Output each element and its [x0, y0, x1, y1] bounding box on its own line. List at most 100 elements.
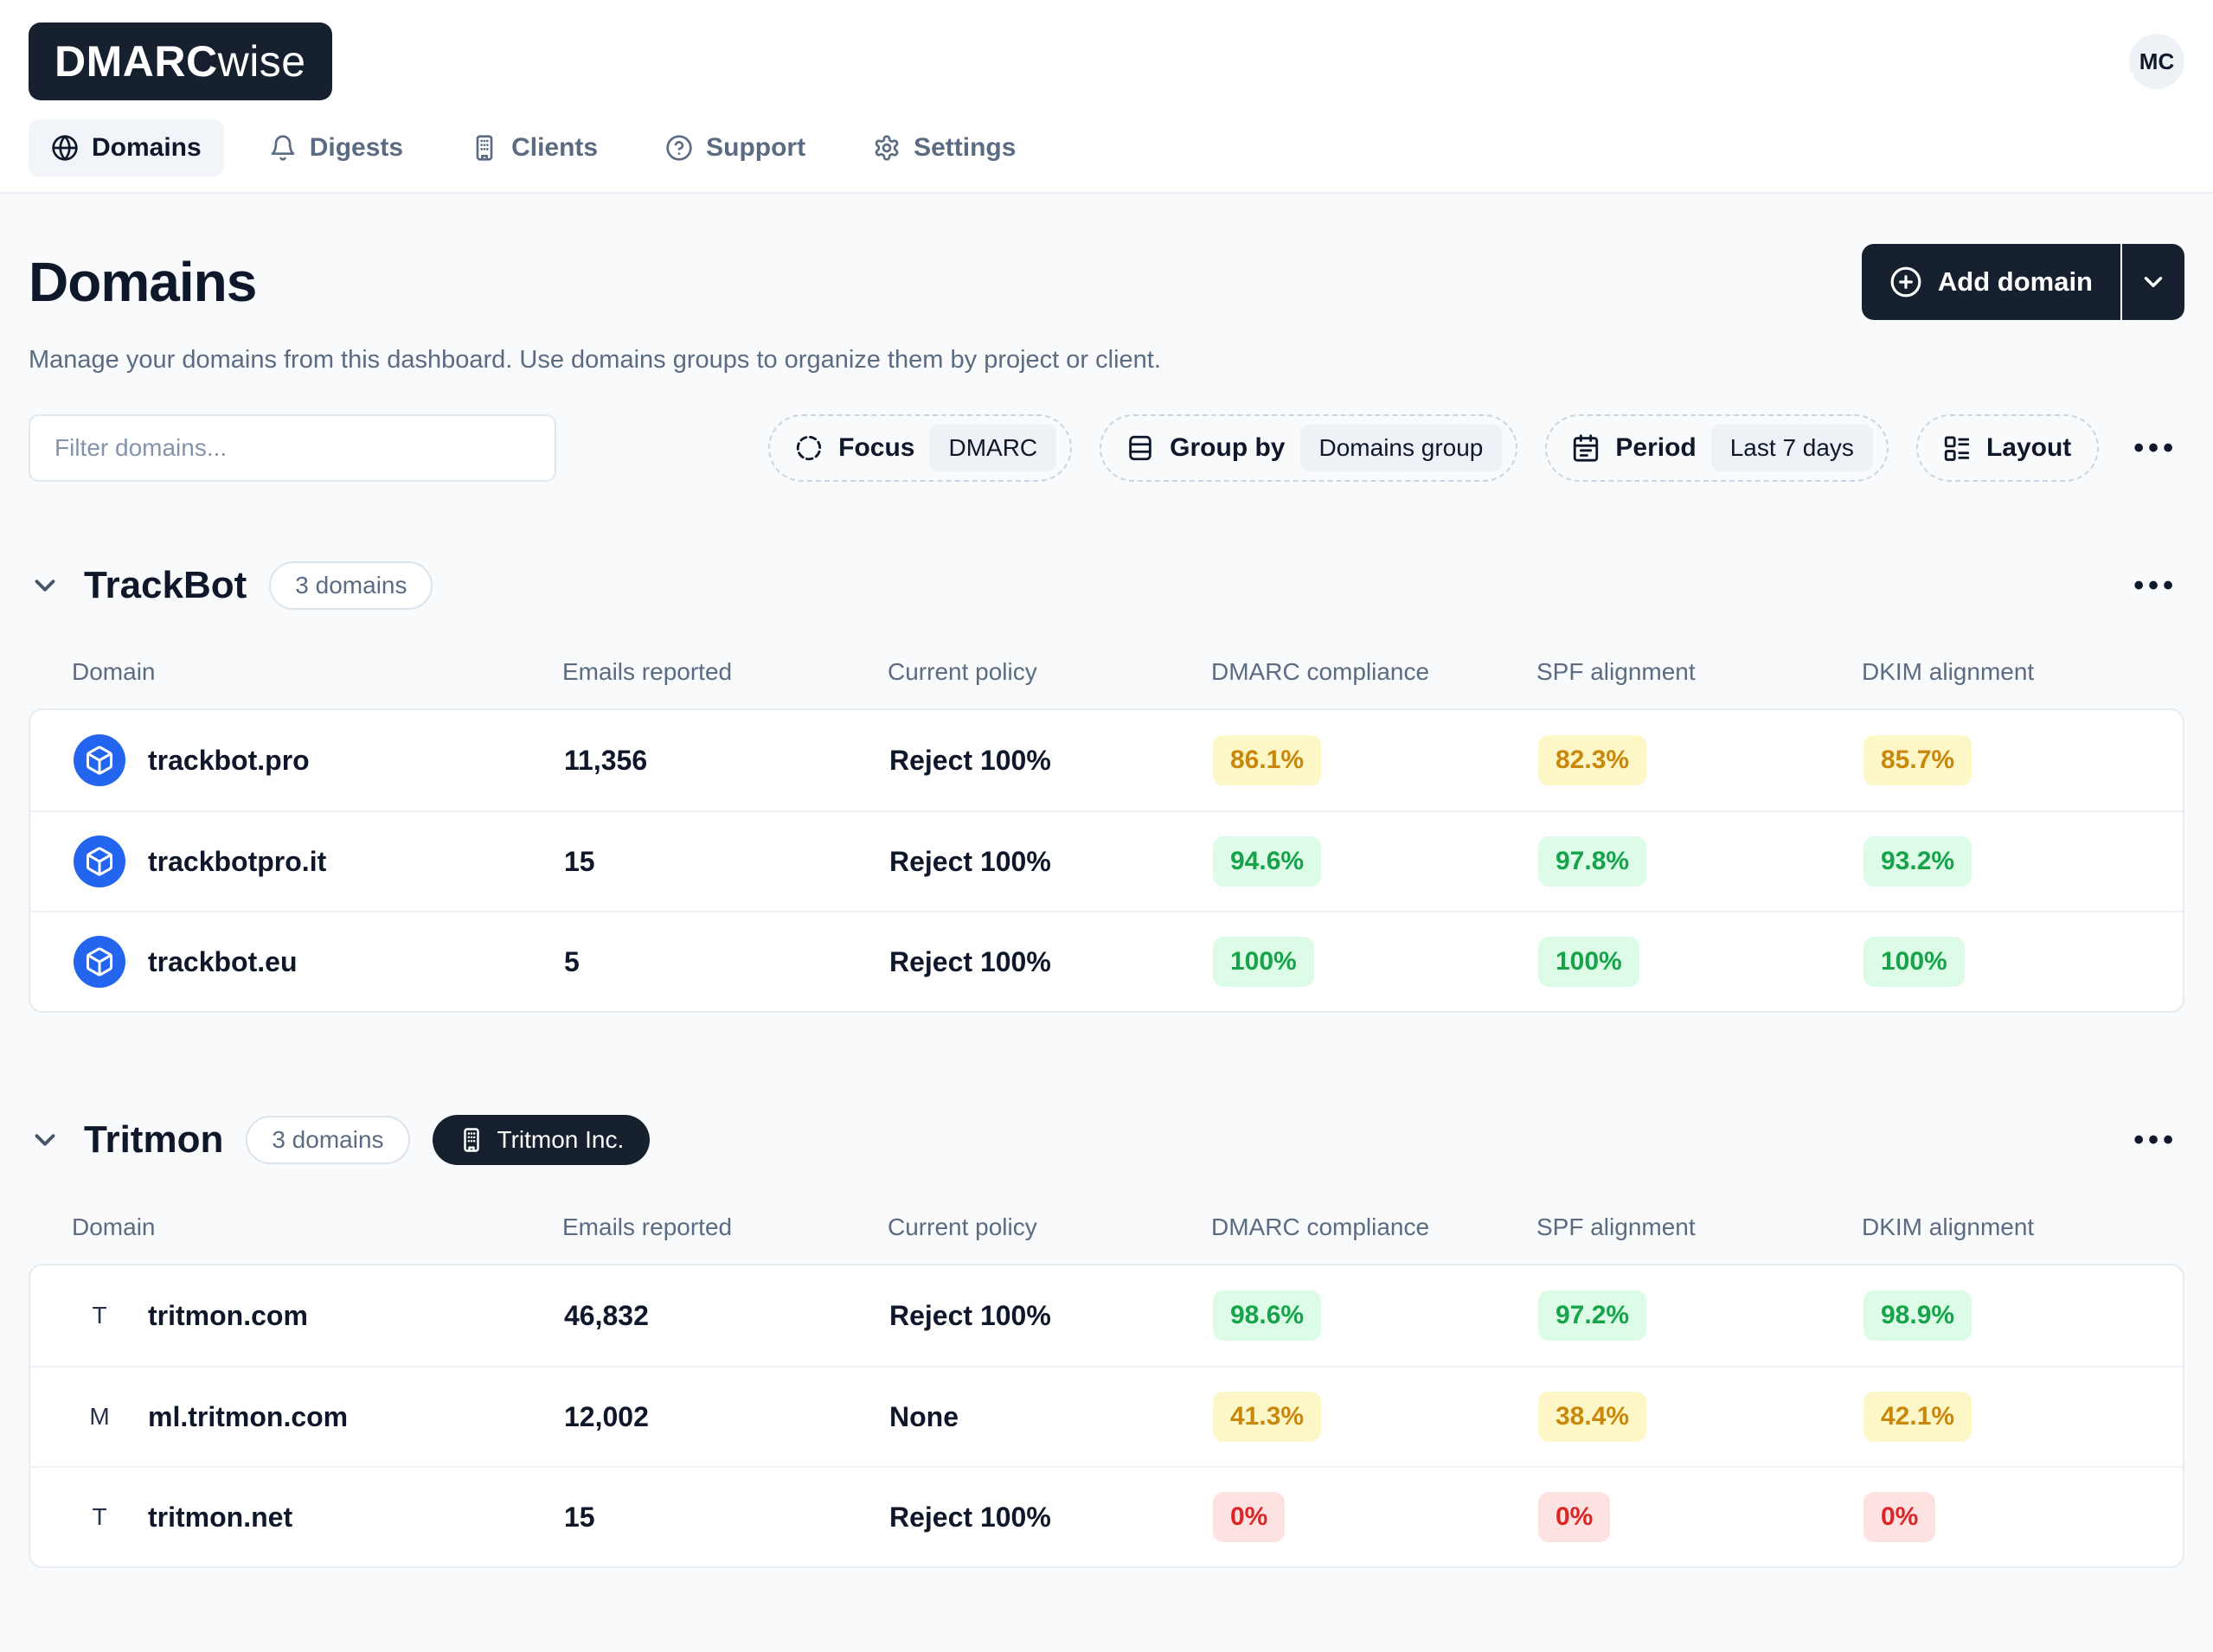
control-label: Layout: [1985, 433, 2072, 462]
emails-reported: 15: [564, 845, 595, 877]
bell-icon: [271, 135, 295, 161]
spf-alignment-badge: 97.2%: [1538, 1290, 1647, 1341]
cube-icon: [87, 847, 112, 876]
current-policy: Reject 100%: [889, 945, 1051, 977]
dkim-alignment-badge: 100%: [1863, 937, 1965, 987]
add-domain-split-button: Add domain: [1861, 244, 2184, 320]
chevron-down-icon: [2144, 277, 2163, 287]
spf-alignment-badge: 97.8%: [1538, 836, 1647, 887]
domain-name[interactable]: trackbot.pro: [148, 744, 310, 776]
spf-alignment-badge: 82.3%: [1538, 735, 1647, 785]
domain-name[interactable]: tritmon.net: [148, 1501, 293, 1533]
table-row[interactable]: T tritmon.com 46,832 Reject 100% 98.6% 9…: [30, 1265, 2183, 1366]
chevron-down-icon: [35, 1134, 55, 1146]
add-domain-label: Add domain: [1937, 266, 2093, 297]
gear-icon: [875, 135, 899, 161]
focus-control[interactable]: Focus DMARC: [768, 414, 1073, 482]
domain-name[interactable]: trackbot.eu: [148, 945, 298, 977]
spf-alignment-badge: 38.4%: [1538, 1392, 1647, 1442]
domain-name[interactable]: trackbotpro.it: [148, 845, 327, 877]
focus-value: DMARC: [929, 425, 1057, 471]
domains-table: T tritmon.com 46,832 Reject 100% 98.6% 9…: [29, 1264, 2184, 1568]
focus-icon: [794, 433, 824, 463]
control-label: Group by: [1170, 433, 1286, 462]
dkim-alignment-badge: 85.7%: [1863, 735, 1972, 785]
domain-favicon: [74, 734, 125, 786]
emails-reported: 46,832: [564, 1299, 649, 1331]
logo-bold: DMARC: [55, 37, 218, 86]
domain-name[interactable]: ml.tritmon.com: [148, 1400, 349, 1432]
table-row[interactable]: trackbot.pro 11,356 Reject 100% 86.1% 82…: [30, 710, 2183, 810]
dkim-alignment-badge: 93.2%: [1863, 836, 1972, 887]
client-badge[interactable]: Tritmon Inc.: [432, 1115, 651, 1165]
table-row[interactable]: M ml.tritmon.com 12,002 None 41.3% 38.4%…: [30, 1366, 2183, 1466]
domain-name[interactable]: tritmon.com: [148, 1299, 308, 1331]
table-row[interactable]: trackbotpro.it 15 Reject 100% 94.6% 97.8…: [30, 810, 2183, 911]
app-logo: DMARCwise: [29, 22, 332, 100]
column-header-emails: Emails reported: [562, 1213, 733, 1240]
nav-tab-clients[interactable]: Clients: [448, 119, 620, 176]
help-icon: [666, 135, 692, 161]
group-more-button[interactable]: •••: [2126, 562, 2184, 610]
add-domain-button[interactable]: Add domain: [1862, 244, 2120, 320]
layout-list-icon: [1944, 436, 1970, 461]
table-row[interactable]: T tritmon.net 15 Reject 100% 0% 0% 0%: [30, 1466, 2183, 1566]
control-label: Focus: [838, 433, 915, 462]
group-by-value: Domains group: [1299, 425, 1503, 471]
plus-circle-icon: [1890, 266, 1921, 298]
letter-favicon: M: [89, 1403, 110, 1430]
nav-tab-support[interactable]: Support: [643, 119, 828, 176]
column-header-domain: Domain: [72, 658, 156, 685]
nav-tab-settings[interactable]: Settings: [850, 119, 1038, 176]
table-header-row: Domain Emails reported Current policy DM…: [29, 658, 2184, 686]
user-avatar[interactable]: MC: [2129, 34, 2184, 89]
emails-reported: 12,002: [564, 1400, 649, 1432]
column-header-dkim: DKIM alignment: [1862, 658, 2035, 685]
top-bar: DMARCwise MC Domains Digests Clients Sup…: [0, 0, 2213, 194]
domain-favicon: [74, 936, 125, 988]
button-divider: [2120, 244, 2122, 320]
main-content: Domains Add domain Manage your domains f…: [0, 244, 2213, 1620]
filter-domains-input[interactable]: [29, 414, 556, 482]
nav-tab-digests[interactable]: Digests: [247, 119, 426, 176]
domain-count-badge: 3 domains: [269, 561, 433, 610]
column-header-spf: SPF alignment: [1536, 1213, 1696, 1240]
calendar-icon: [1574, 434, 1599, 462]
chevron-down-icon: [35, 579, 55, 592]
nav-label: Clients: [511, 133, 599, 162]
add-domain-menu-button[interactable]: [2122, 244, 2184, 320]
current-policy: Reject 100%: [889, 1501, 1051, 1533]
table-row[interactable]: trackbot.eu 5 Reject 100% 100% 100% 100%: [30, 911, 2183, 1011]
emails-reported: 11,356: [564, 744, 648, 776]
nav-label: Domains: [92, 133, 202, 162]
group-by-control[interactable]: Group by Domains group: [1100, 414, 1518, 482]
toolbar-more-button[interactable]: •••: [2126, 425, 2184, 472]
current-policy: None: [889, 1400, 959, 1432]
column-header-spf: SPF alignment: [1536, 658, 1696, 685]
building-icon: [463, 1128, 479, 1152]
nav-label: Digests: [309, 133, 404, 162]
current-policy: Reject 100%: [889, 744, 1051, 776]
dmarc-compliance-badge: 100%: [1213, 937, 1314, 987]
column-header-emails: Emails reported: [562, 658, 733, 685]
column-header-policy: Current policy: [888, 658, 1037, 685]
layout-control[interactable]: Layout: [1915, 414, 2100, 482]
dmarc-compliance-badge: 41.3%: [1213, 1392, 1322, 1442]
dmarc-compliance-badge: 86.1%: [1213, 735, 1322, 785]
collapse-group-button[interactable]: [29, 569, 61, 602]
page-subtitle: Manage your domains from this dashboard.…: [29, 346, 1161, 374]
domain-group-tritmon: Tritmon 3 domains Tritmon Inc. ••• Domai…: [29, 1115, 2184, 1568]
collapse-group-button[interactable]: [29, 1124, 61, 1156]
emails-reported: 15: [564, 1501, 595, 1533]
dkim-alignment-badge: 42.1%: [1863, 1392, 1972, 1442]
dkim-alignment-badge: 0%: [1863, 1492, 1936, 1542]
column-header-domain: Domain: [72, 1213, 156, 1240]
toolbar: Focus DMARC Group by Domains group Perio…: [29, 414, 2184, 482]
letter-favicon: T: [92, 1302, 107, 1329]
domain-count-badge: 3 domains: [246, 1116, 410, 1164]
group-more-button[interactable]: •••: [2126, 1117, 2184, 1164]
letter-favicon: T: [92, 1503, 107, 1530]
nav-tab-domains[interactable]: Domains: [29, 119, 224, 176]
table-header-row: Domain Emails reported Current policy DM…: [29, 1213, 2184, 1241]
period-control[interactable]: Period Last 7 days: [1545, 414, 1889, 482]
